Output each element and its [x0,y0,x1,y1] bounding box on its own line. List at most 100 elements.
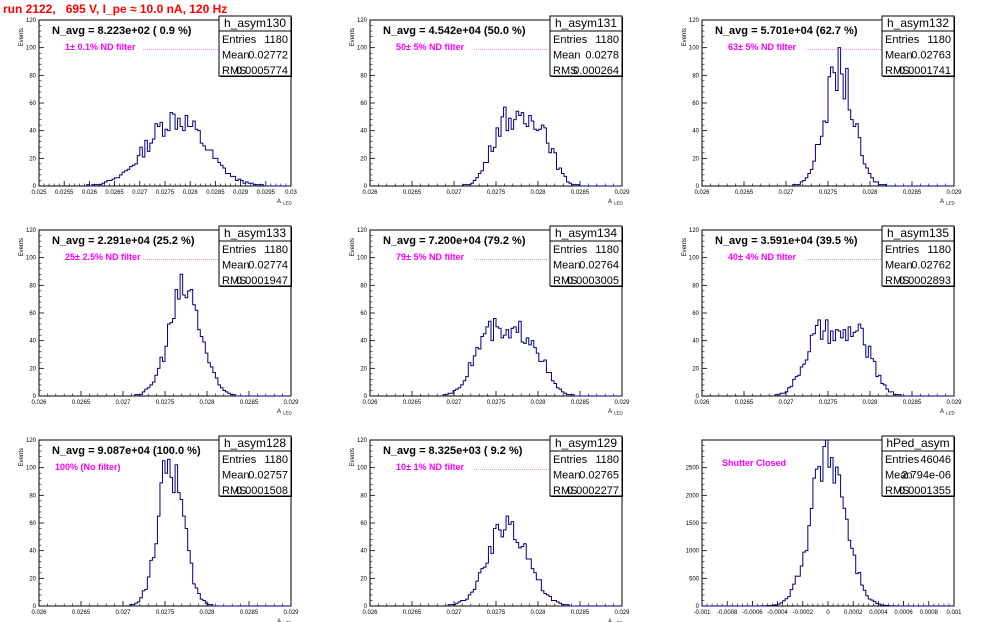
y-tick-label: 40 [29,549,36,555]
pad-h_asym131: 0.026 0.0265 0.027 0.0275 0.028 0.0285 0.029 0 2… [350,15,630,206]
y-tick-label: 2500 [686,466,700,472]
x-tick-label: 0.0265 [735,400,754,406]
y-tick-label: 20 [29,576,36,582]
x-tick-label: 0.028 [862,400,878,406]
x-tick-label: -0.0008 [717,610,738,616]
x-tick-label: 0.026 [362,610,378,616]
y-tick-label: 0 [696,184,700,190]
x-tick-label: 0.026 [694,400,710,406]
y-tick-label: 500 [689,576,700,582]
stats-box [218,225,292,287]
stats-label: RMS [553,65,577,77]
x-tick-label: 0.0265 [72,400,91,406]
filter-label: 25± 2.5% ND filter [65,252,141,262]
x-tick-label: -0.0004 [767,610,788,616]
x-tick-label: 0.0265 [72,610,91,616]
navg-label: N_avg = 2.291e+04 (25.2 %) [52,235,195,247]
histogram-line [129,458,291,607]
y-tick-label: 20 [360,576,367,582]
y-tick-label: 120 [357,228,368,234]
stats-value: 0.0001355 [899,485,951,497]
y-tick-label: 0 [696,604,700,610]
stats-box-title: hPed_asym [886,436,949,450]
y-tick-label: 40 [29,339,36,345]
y-tick-label: 40 [692,129,699,135]
x-tick-label: -0.0006 [742,610,763,616]
pad-h_asym130: 0.025 0.0255 0.026 0.0265 0.027 0.0275 0.028 0.… [19,15,297,206]
x-tick-label: 0.0008 [920,610,939,616]
x-tick-label: 0.026 [82,190,98,196]
x-tick-label: 0.027 [115,400,131,406]
y-tick-label: 0 [696,394,700,400]
y-tick-label: 60 [29,311,36,317]
stats-box [218,15,292,77]
y-tick-label: 1000 [686,549,700,555]
filter-label: 100% (No filter) [55,462,121,472]
x-tick-label: 0.0275 [156,190,175,196]
x-tick-label: 0.027 [778,190,794,196]
y-tick-label: 20 [360,156,367,162]
y-tick-label: 0 [33,394,37,400]
x-tick-label: 0.026 [694,190,710,196]
stats-value: 0.0003005 [567,275,619,287]
x-tick-label: 0.0285 [571,400,590,406]
histogram-line [792,47,954,187]
stats-value: 0.02774 [248,260,288,272]
x-tick-label: 0.028 [199,610,215,616]
x-tick-label: 0.001 [946,610,962,616]
x-tick-label: 0.0285 [206,190,225,196]
y-axis-label: Events [682,28,688,46]
histogram-line [86,112,291,187]
stats-label: Entries [222,244,257,256]
navg-box [47,233,202,247]
stats-box-title: h_asym132 [887,16,949,30]
y-tick-label: 80 [29,283,36,289]
stats-label: RMS [222,485,246,497]
stats-label: Mean [885,50,913,62]
x-tick-label: 0.026 [31,610,47,616]
x-tick-label: 0.026 [362,190,378,196]
navg-box [378,23,533,37]
y-tick-label: 40 [360,129,367,135]
x-tick-label: 0.026 [31,400,47,406]
y-tick-label: 80 [360,283,367,289]
stats-box-title: h_asym131 [555,16,617,30]
y-tick-label: 80 [360,493,367,499]
stats-value: 46046 [920,454,951,466]
y-tick-label: 0 [364,604,368,610]
x-tick-label: 0.026 [362,400,378,406]
filter-label: 63± 5% ND filter [728,42,796,52]
navg-box [710,233,865,247]
stats-value: 0.02763 [911,50,951,62]
stats-box-title: h_asym133 [224,226,286,240]
y-tick-label: 40 [29,129,36,135]
stats-label: Mean [553,470,581,482]
stats-label: Entries [553,454,588,466]
x-axis-label-sub: LED [283,621,293,622]
stats-label: Mean [553,50,581,62]
stats-label: RMS [553,485,577,497]
filter-label: 1± 0.1% ND filter [65,42,136,52]
y-tick-label: 40 [360,339,367,345]
stats-value: 0.0001947 [236,275,288,287]
y-tick-label: 60 [360,311,367,317]
x-tick-label: 0.0275 [156,400,175,406]
stats-value: 0.000264 [573,65,619,77]
y-tick-label: 80 [29,73,36,79]
x-tick-label: 0.029 [614,400,630,406]
x-tick-label: 0.028 [530,400,546,406]
navg-box [710,23,865,37]
x-tick-label: 0.029 [283,400,299,406]
navg-label: N_avg = 9.087e+04 (100.0 %) [52,445,201,457]
x-axis-label-sub: LED [614,411,624,416]
stats-value: 0.02764 [579,260,619,272]
x-tick-label: 0.027 [132,190,148,196]
x-tick-label: 0.028 [862,190,878,196]
filter-label: Shutter Closed [722,458,786,468]
stats-value: 1180 [927,244,951,256]
filter-label: 10± 1% ND filter [396,462,464,472]
stats-value: 1180 [595,454,619,466]
